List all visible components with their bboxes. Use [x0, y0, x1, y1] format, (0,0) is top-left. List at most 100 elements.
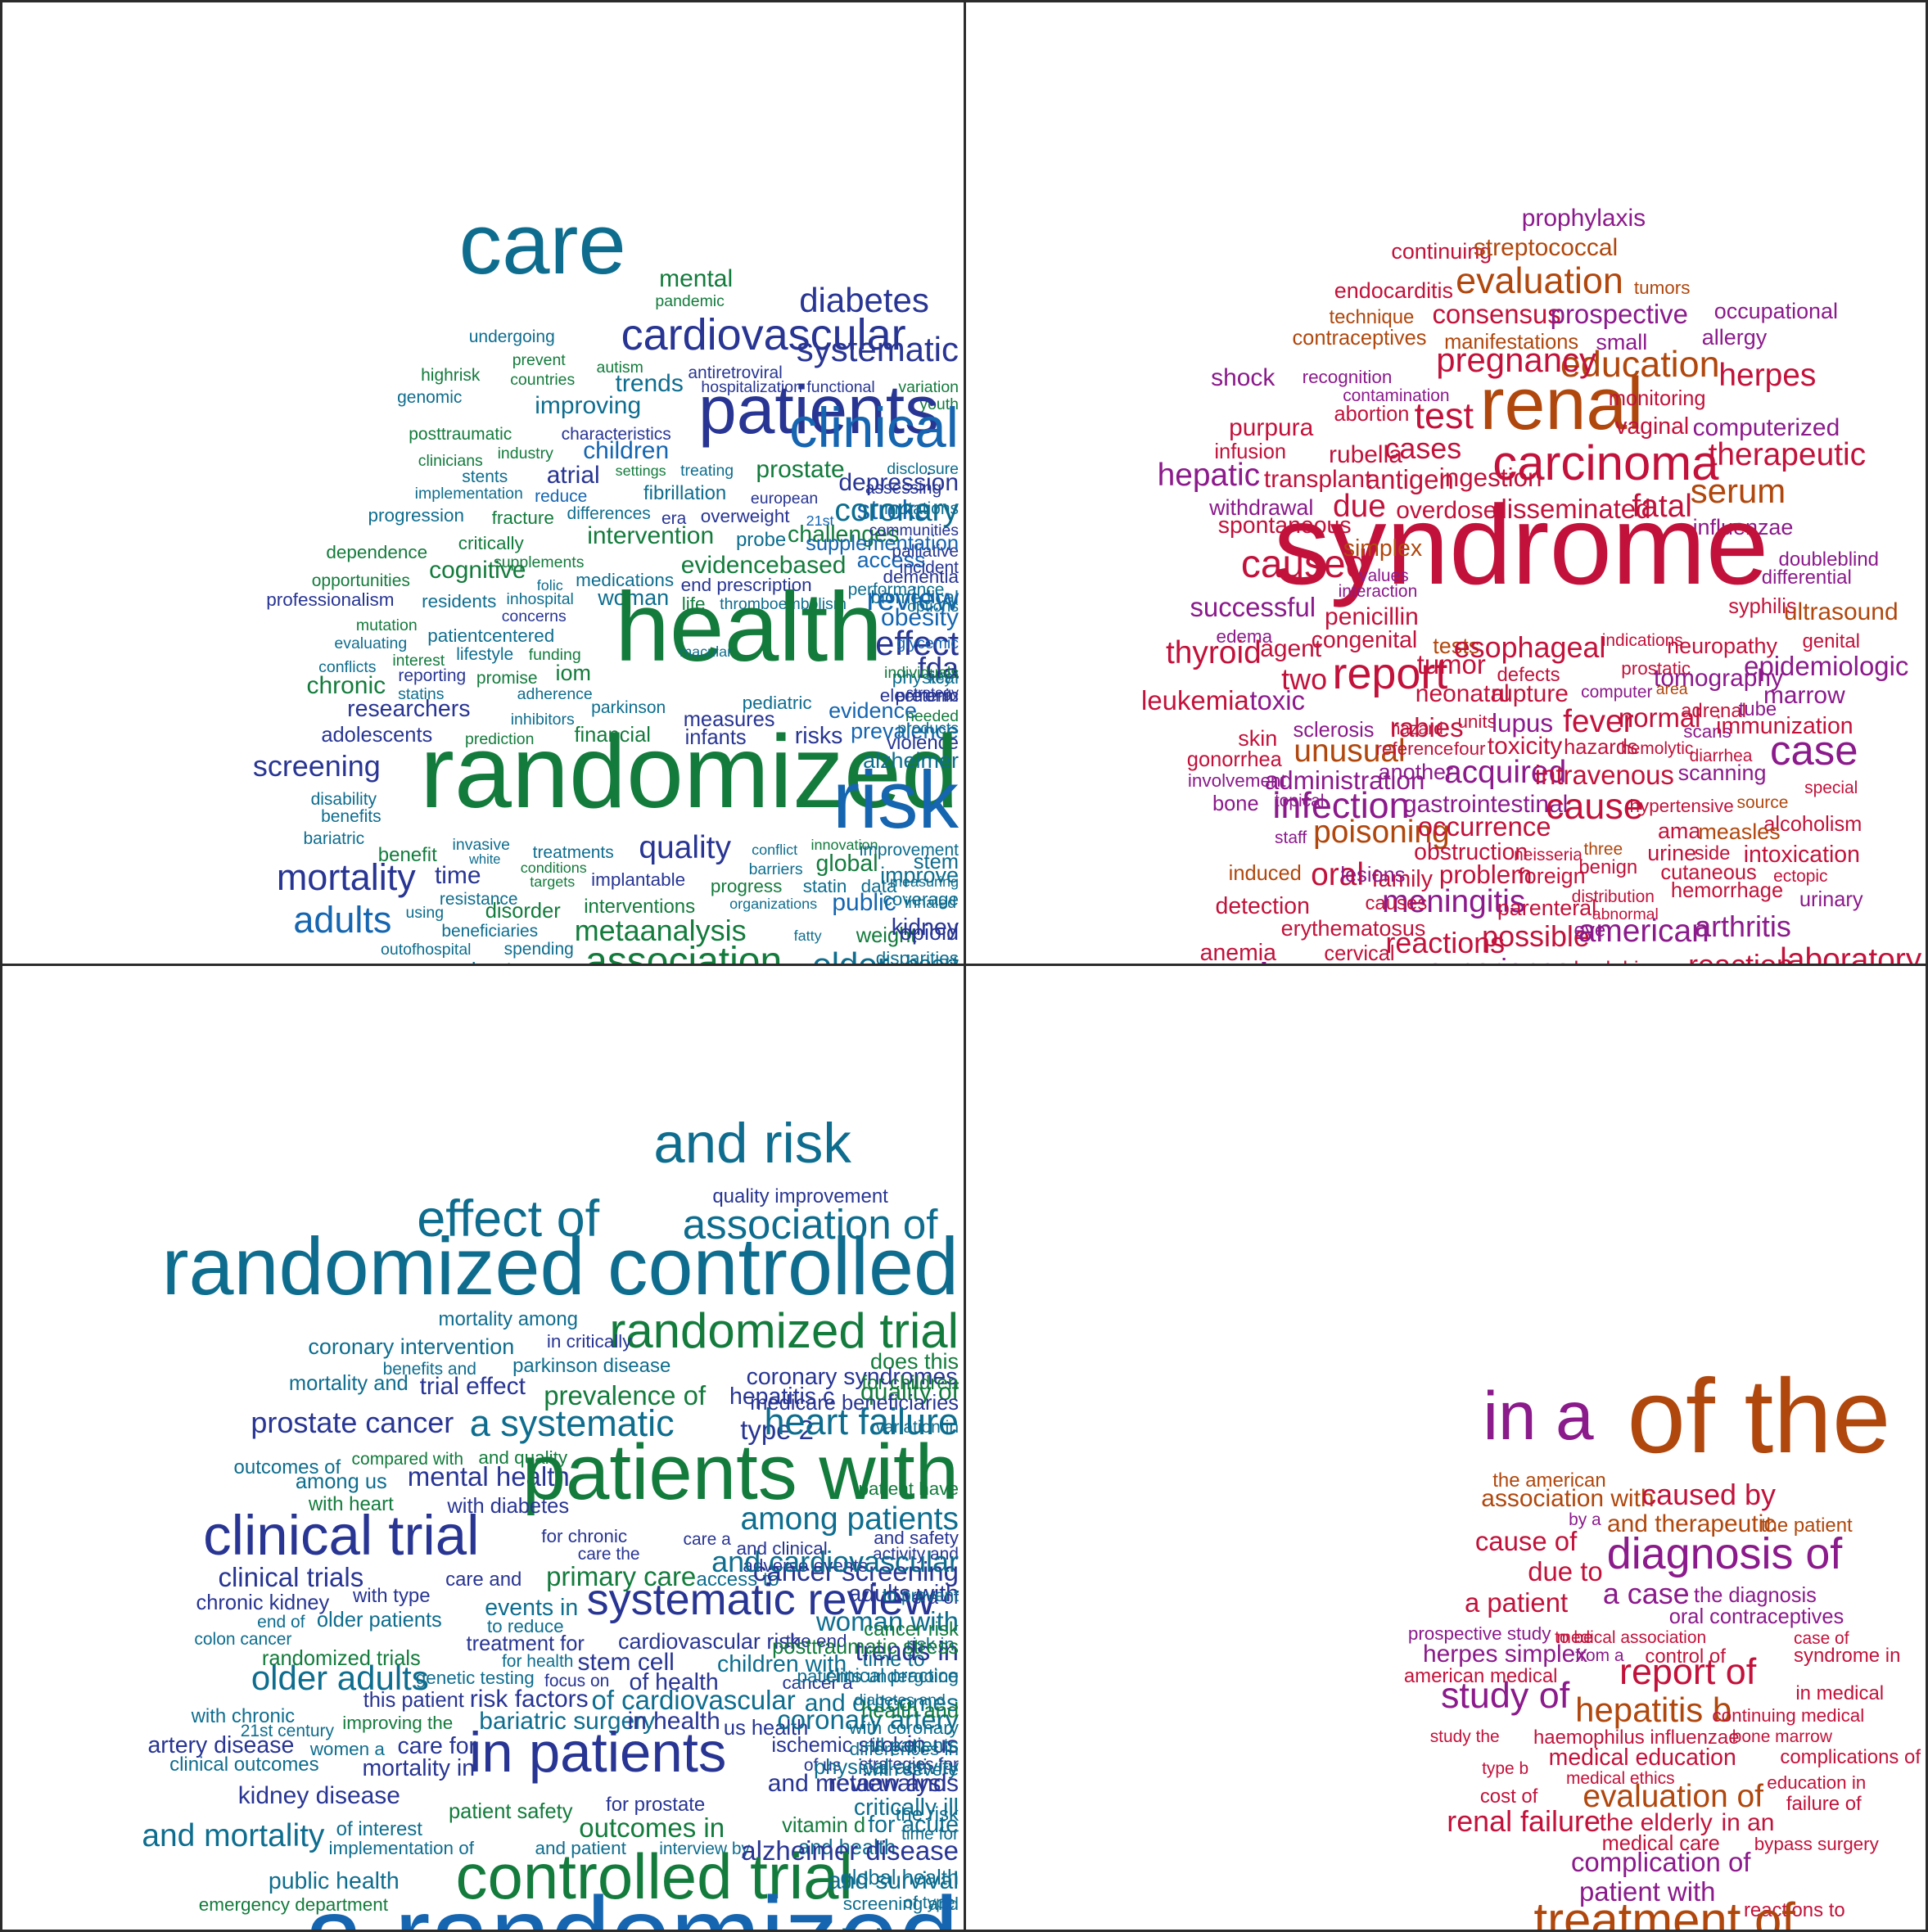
word: biomedical	[870, 587, 959, 608]
word: continuing medical	[1712, 1705, 1865, 1727]
word: care and	[445, 1568, 522, 1591]
word: youth	[919, 395, 959, 413]
word: countries	[510, 370, 576, 389]
word: cervical	[1324, 941, 1395, 965]
word: assessing	[865, 478, 942, 498]
word: intervention	[587, 521, 715, 549]
word: disparities	[875, 948, 959, 966]
word: type b	[1482, 1758, 1529, 1778]
word: older patients	[316, 1609, 442, 1632]
word: cost of	[1479, 1785, 1538, 1808]
word: to be	[1555, 1627, 1593, 1647]
word: serum	[1690, 472, 1786, 511]
word: systematic review	[586, 1575, 936, 1625]
word: american medical	[1403, 1664, 1558, 1687]
word-cloud-panel-top-right: prophylaxis continuing streptococcal endoca…	[964, 0, 1928, 966]
word: reduce	[535, 487, 588, 507]
word: study	[1181, 957, 1293, 964]
word: children	[583, 437, 670, 465]
word: diabetes	[799, 281, 929, 320]
word: variation in	[875, 1417, 959, 1437]
word: patient safety	[448, 1800, 573, 1824]
word: association	[585, 940, 783, 966]
word: coronary syndromes	[746, 1363, 958, 1390]
word: antiretroviral	[688, 363, 783, 382]
word: abortion	[1334, 403, 1410, 427]
word-cloud: in a of the the american association with ca…	[966, 966, 1926, 1930]
word: occupational	[1714, 299, 1839, 324]
word: trial effect	[419, 1372, 526, 1400]
word: lifestyle	[456, 645, 514, 665]
word-cloud: prophylaxis continuing streptococcal endoca…	[966, 2, 1926, 964]
word: outcomes in	[579, 1812, 725, 1843]
word: clinical	[789, 396, 959, 460]
word: and cardiovascular	[711, 1544, 959, 1578]
word: highrisk	[421, 365, 481, 385]
word: indications	[1601, 631, 1683, 651]
word: experience	[1427, 955, 1571, 964]
word: hodgkins	[1574, 958, 1662, 964]
word: distribution	[1571, 887, 1655, 906]
word: randomized trial	[609, 1302, 959, 1358]
word: failure of	[1786, 1792, 1862, 1815]
word: risk in	[906, 1634, 955, 1655]
word: review	[866, 582, 959, 618]
word-cloud: and risk quality improvement effect of asso…	[2, 966, 964, 1930]
word: antigen	[1365, 464, 1454, 495]
word: depression	[838, 469, 959, 497]
word: recognition	[1302, 367, 1393, 388]
word: access to	[696, 1568, 779, 1591]
word: change	[499, 962, 555, 964]
word: using	[405, 903, 445, 922]
word: mental health	[407, 1461, 570, 1492]
word: mortality and	[288, 1371, 409, 1395]
word: and safety	[874, 1527, 959, 1548]
word: events in	[485, 1594, 579, 1621]
word: conflict	[752, 841, 798, 858]
word: children with	[716, 1650, 847, 1677]
word: evidencebased	[680, 551, 847, 579]
word: resistance	[439, 889, 518, 909]
word: benefit	[377, 843, 437, 866]
word: ingestion	[1438, 463, 1542, 493]
word: tube	[1738, 697, 1777, 720]
word: coronary	[834, 492, 959, 528]
word: mutation	[355, 616, 418, 634]
word: challenges	[788, 521, 900, 548]
word: undergoing	[468, 327, 555, 347]
word: quality of	[860, 1379, 959, 1406]
word-cloud-panel-bottom-right: in a of the the american association with ca…	[964, 964, 1928, 1932]
word: leukemia	[1141, 684, 1249, 715]
word: implementation	[414, 485, 523, 503]
word: diarrhea	[1689, 746, 1753, 765]
word: neuropathy	[1667, 633, 1777, 658]
word: randomized	[419, 714, 959, 830]
word: allergy	[1701, 324, 1768, 350]
word: lesions	[1340, 863, 1406, 887]
word: prediction	[464, 730, 535, 749]
word: and clinical	[736, 1538, 828, 1560]
word: performance	[847, 580, 945, 599]
word: primary care	[546, 1560, 697, 1591]
word: type 2	[740, 1415, 814, 1446]
word: researchers	[347, 696, 471, 723]
word: reactions to	[1743, 1898, 1845, 1921]
word: iom	[555, 660, 591, 685]
word: posttraumatic stress	[772, 1636, 959, 1659]
word: evaluating	[334, 634, 408, 653]
word: prostate	[756, 455, 845, 483]
word: progress	[710, 875, 783, 896]
word: to prevent	[882, 1587, 959, 1606]
word: quality improvement	[712, 1185, 888, 1208]
word: evaluation	[1456, 259, 1623, 301]
word: diabetes and	[854, 1691, 946, 1710]
word: coverage	[883, 889, 959, 910]
word: a systematic	[469, 1402, 675, 1444]
word: obesity	[881, 604, 959, 632]
word: heart	[905, 951, 959, 966]
word: control of	[1645, 1645, 1726, 1668]
word: inhibitors	[510, 711, 575, 729]
word: eye	[1574, 919, 1606, 942]
word: era of	[911, 1587, 959, 1609]
word: reactions	[1385, 925, 1506, 959]
